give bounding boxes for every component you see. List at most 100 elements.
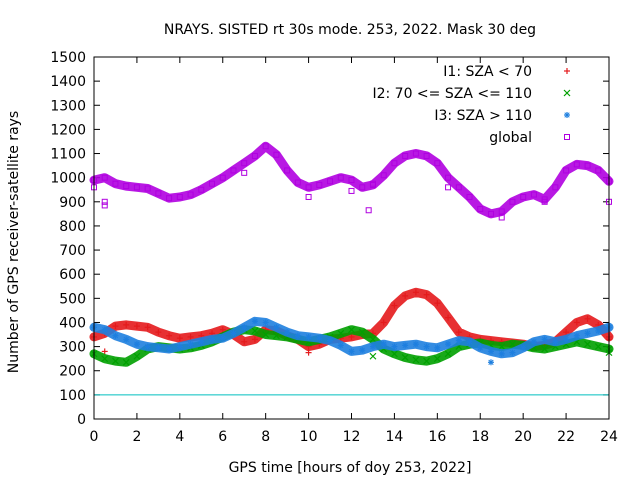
y-tick-label: 0 bbox=[77, 412, 86, 428]
x-axis-label: GPS time [hours of doy 253, 2022] bbox=[229, 460, 472, 476]
data-point bbox=[327, 178, 334, 185]
x-tick-label: 6 bbox=[218, 429, 227, 445]
data-point bbox=[348, 333, 355, 340]
outlier-point bbox=[101, 348, 108, 355]
data-point bbox=[284, 329, 291, 336]
data-point bbox=[155, 344, 162, 351]
outlier-point bbox=[305, 193, 312, 200]
outlier-point bbox=[369, 180, 376, 187]
data-point bbox=[552, 184, 559, 191]
data-point bbox=[166, 195, 173, 202]
data-point bbox=[520, 344, 527, 351]
data-point bbox=[595, 167, 602, 174]
data-point bbox=[262, 143, 269, 150]
x-tick-label: 18 bbox=[471, 429, 489, 445]
data-point bbox=[166, 346, 173, 353]
y-tick-label: 100 bbox=[59, 388, 86, 404]
data-point bbox=[219, 335, 226, 342]
y-tick-label: 800 bbox=[59, 219, 86, 235]
data-point bbox=[390, 350, 398, 358]
data-point bbox=[284, 167, 291, 174]
data-point bbox=[337, 342, 344, 349]
data-point bbox=[101, 326, 108, 333]
data-points bbox=[89, 141, 614, 367]
legend-label: I1: SZA < 70 bbox=[443, 64, 532, 80]
data-point bbox=[187, 191, 194, 198]
data-point bbox=[133, 323, 140, 330]
data-point bbox=[584, 162, 591, 169]
data-point bbox=[209, 180, 216, 187]
series-band bbox=[89, 141, 614, 219]
outlier-point bbox=[541, 198, 548, 205]
y-tick-label: 1300 bbox=[50, 98, 86, 114]
outlier-point bbox=[369, 352, 377, 360]
data-point bbox=[316, 181, 323, 188]
data-point bbox=[144, 343, 151, 350]
legend-marker bbox=[563, 89, 571, 97]
data-point bbox=[187, 333, 194, 340]
data-point bbox=[101, 355, 109, 363]
x-tick-label: 24 bbox=[600, 429, 618, 445]
data-point bbox=[380, 172, 387, 179]
y-tick-label: 900 bbox=[59, 195, 86, 211]
data-point bbox=[251, 327, 259, 335]
data-point bbox=[123, 321, 130, 328]
x-tick-label: 8 bbox=[261, 429, 270, 445]
data-point bbox=[348, 326, 355, 334]
data-point bbox=[273, 324, 280, 331]
data-point bbox=[477, 344, 484, 351]
data-point bbox=[219, 174, 226, 181]
y-tick-label: 1000 bbox=[50, 171, 86, 187]
data-point bbox=[391, 343, 398, 350]
data-point bbox=[391, 302, 398, 309]
x-axis-ticks: 0 2 4 6 8 10 12 14 16 18 20 22 24 bbox=[90, 57, 618, 445]
data-point bbox=[401, 354, 409, 361]
x-tick-label: 22 bbox=[557, 429, 575, 445]
data-point bbox=[412, 356, 420, 364]
data-point bbox=[251, 318, 258, 325]
x-tick-label: 16 bbox=[428, 429, 446, 445]
data-point bbox=[423, 343, 430, 350]
data-point bbox=[573, 161, 580, 168]
y-axis-label: Number of GPS receiver-satellite rays bbox=[6, 111, 22, 373]
data-point bbox=[187, 341, 194, 348]
data-point bbox=[584, 315, 591, 322]
data-point bbox=[176, 193, 183, 200]
data-point bbox=[380, 319, 387, 326]
data-point bbox=[101, 174, 108, 181]
data-point bbox=[358, 328, 366, 336]
data-point bbox=[477, 206, 484, 213]
data-point bbox=[563, 336, 570, 343]
data-point bbox=[112, 180, 119, 187]
data-point bbox=[262, 319, 269, 326]
data-point bbox=[166, 332, 173, 339]
data-point bbox=[251, 152, 258, 159]
data-point bbox=[241, 160, 248, 167]
data-point bbox=[176, 335, 183, 342]
data-point bbox=[434, 344, 441, 351]
legend-marker bbox=[564, 134, 570, 140]
data-point bbox=[487, 348, 494, 355]
legend-marker bbox=[564, 112, 570, 118]
data-point bbox=[498, 343, 506, 351]
data-point bbox=[594, 343, 602, 351]
outlier-point bbox=[305, 349, 312, 356]
outlier-point bbox=[365, 207, 372, 214]
y-tick-label: 200 bbox=[59, 364, 86, 380]
data-point bbox=[584, 340, 591, 348]
data-point bbox=[348, 348, 355, 355]
data-point bbox=[466, 193, 473, 200]
data-point bbox=[498, 208, 505, 215]
data-point bbox=[155, 190, 162, 197]
data-point bbox=[445, 341, 452, 348]
data-point bbox=[230, 167, 237, 174]
data-point bbox=[509, 349, 516, 356]
data-point bbox=[230, 330, 237, 337]
outlier-point bbox=[498, 214, 505, 221]
data-point bbox=[520, 193, 527, 200]
x-tick-label: 14 bbox=[386, 429, 404, 445]
data-point bbox=[112, 323, 119, 330]
data-point bbox=[262, 331, 270, 338]
data-point bbox=[402, 342, 409, 349]
